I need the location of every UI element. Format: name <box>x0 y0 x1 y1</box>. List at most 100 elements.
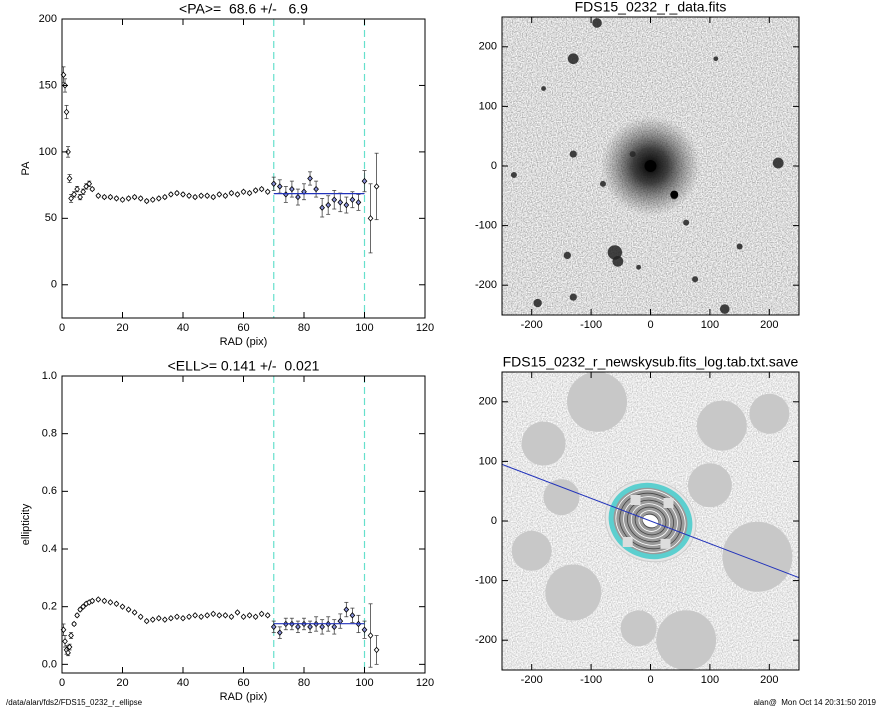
point <box>337 199 344 206</box>
y-tick-label: 100 <box>479 100 497 112</box>
mask <box>620 610 657 647</box>
point <box>355 199 362 206</box>
panel-title: FDS15_0232_r_data.fits <box>575 0 727 15</box>
x-tick-label: 100 <box>701 319 719 331</box>
point <box>186 192 192 199</box>
point <box>68 195 74 202</box>
point <box>89 597 96 605</box>
mask <box>749 393 790 434</box>
point <box>74 612 80 619</box>
image <box>502 372 799 670</box>
point <box>361 626 368 633</box>
x-tick-label: 60 <box>237 677 249 689</box>
point <box>101 597 108 605</box>
image <box>502 17 799 315</box>
point <box>228 189 235 197</box>
y-tick-label: 100 <box>39 146 57 158</box>
point <box>222 192 229 199</box>
point <box>367 215 374 222</box>
mask <box>622 537 633 547</box>
point <box>252 187 259 194</box>
point <box>86 180 93 187</box>
point <box>204 612 211 619</box>
point <box>216 612 223 619</box>
x-tick-label: 0 <box>59 677 65 689</box>
point <box>89 185 96 193</box>
source <box>683 219 690 226</box>
y-tick-label: -200 <box>475 279 497 291</box>
x-axis-label: RAD (pix) <box>220 691 268 703</box>
y-tick-label: 0.0 <box>42 658 57 670</box>
y-tick-label: 0.6 <box>42 485 57 497</box>
x-tick-label: 40 <box>177 322 189 334</box>
x-tick-label: 100 <box>701 674 719 686</box>
y-tick-label: 200 <box>39 13 57 25</box>
point <box>125 195 132 202</box>
point <box>119 603 126 610</box>
point <box>66 643 73 651</box>
point <box>222 612 229 619</box>
source <box>636 264 642 270</box>
panel-title: <ELL>= 0.141 +/- 0.021 <box>168 358 320 374</box>
point <box>270 623 277 631</box>
x-tick-label: -100 <box>580 674 602 686</box>
x-tick-label: -200 <box>521 319 543 331</box>
point <box>325 201 332 209</box>
point <box>343 606 350 613</box>
y-tick-label: 100 <box>479 455 497 467</box>
point <box>240 188 247 195</box>
x-tick-label: 40 <box>177 677 189 689</box>
point <box>373 183 380 190</box>
point <box>149 196 156 203</box>
point <box>162 193 168 201</box>
y-tick-label: 200 <box>479 41 497 53</box>
point <box>258 610 265 618</box>
point <box>174 189 180 197</box>
y-tick-label: -100 <box>475 575 497 587</box>
y-tick-label: 0.8 <box>42 428 57 440</box>
point <box>149 616 156 623</box>
point <box>319 623 325 631</box>
point <box>192 612 198 619</box>
point <box>83 183 90 190</box>
x-tick-label: 120 <box>416 677 434 689</box>
source <box>541 86 546 91</box>
point <box>289 185 295 193</box>
source <box>713 56 719 62</box>
point <box>295 193 301 201</box>
point <box>210 193 217 201</box>
point <box>246 189 253 197</box>
y-tick-label: 200 <box>479 396 497 408</box>
point <box>63 108 70 116</box>
mask <box>722 521 793 592</box>
point <box>252 613 259 620</box>
point <box>343 201 350 209</box>
mask <box>545 564 602 621</box>
point <box>155 195 162 202</box>
y-tick-label: -200 <box>475 634 497 646</box>
point <box>192 193 198 201</box>
point <box>349 196 356 203</box>
x-tick-label: -200 <box>521 674 543 686</box>
source <box>692 276 699 283</box>
x-tick-label: -100 <box>580 319 602 331</box>
point <box>71 620 77 628</box>
y-tick-label: 0 <box>51 279 57 291</box>
point <box>80 188 87 195</box>
y-tick-label: 0.2 <box>42 601 57 613</box>
point <box>198 613 204 620</box>
point <box>95 192 102 199</box>
point <box>313 185 319 193</box>
x-tick-label: 20 <box>116 322 128 334</box>
y-tick-label: -100 <box>475 220 497 232</box>
point <box>107 599 114 606</box>
point <box>101 193 108 201</box>
y-axis-label: ellipticity <box>20 503 32 545</box>
point <box>125 606 132 613</box>
point <box>234 609 241 616</box>
point <box>180 615 186 622</box>
y-tick-label: 150 <box>39 79 57 91</box>
point <box>204 192 211 199</box>
point <box>283 191 289 198</box>
